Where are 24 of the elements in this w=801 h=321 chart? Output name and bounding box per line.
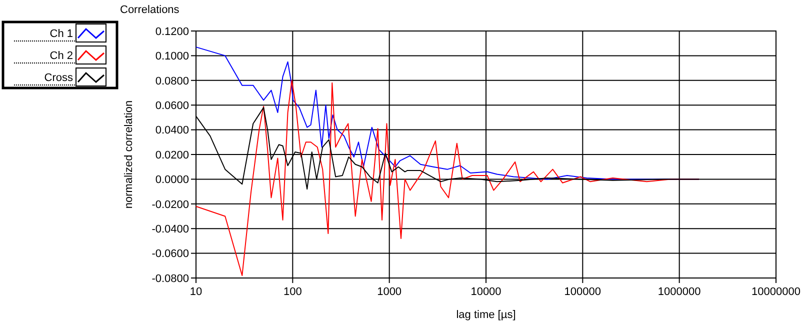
legend-label: Ch 2	[50, 50, 73, 62]
y-tick-label: -0.0600	[152, 248, 189, 260]
y-tick-label: 0.0400	[155, 124, 189, 137]
x-tick-label: 100	[283, 286, 302, 298]
legend-label: Cross	[44, 72, 74, 84]
y-tick-label: -0.0800	[152, 272, 189, 285]
y-tick-label: -0.0200	[152, 198, 189, 211]
chart-title: Correlations	[120, 4, 180, 16]
y-tick-label: 0.0800	[155, 75, 189, 88]
y-tick-label: 0.1000	[155, 50, 189, 63]
legend-label: Ch 1	[50, 28, 73, 40]
y-tick-label: 0.0200	[155, 149, 189, 162]
y-tick-label: 0.0000	[155, 174, 189, 186]
x-tick-label: 10	[190, 286, 202, 298]
x-tick-label: 10000	[470, 286, 502, 298]
y-tick-label: -0.0400	[152, 223, 189, 236]
y-tick-label: 0.0600	[155, 100, 189, 112]
x-tick-label: 1000000	[658, 286, 701, 298]
y-axis-title: normalized correlation	[123, 100, 135, 209]
x-axis-title: lag time [µs]	[456, 309, 516, 321]
x-tick-label: 10000000	[752, 286, 800, 298]
x-tick-label: 1000	[377, 286, 402, 298]
x-tick-label: 100000	[564, 286, 602, 298]
y-tick-label: 0.1200	[155, 26, 189, 38]
